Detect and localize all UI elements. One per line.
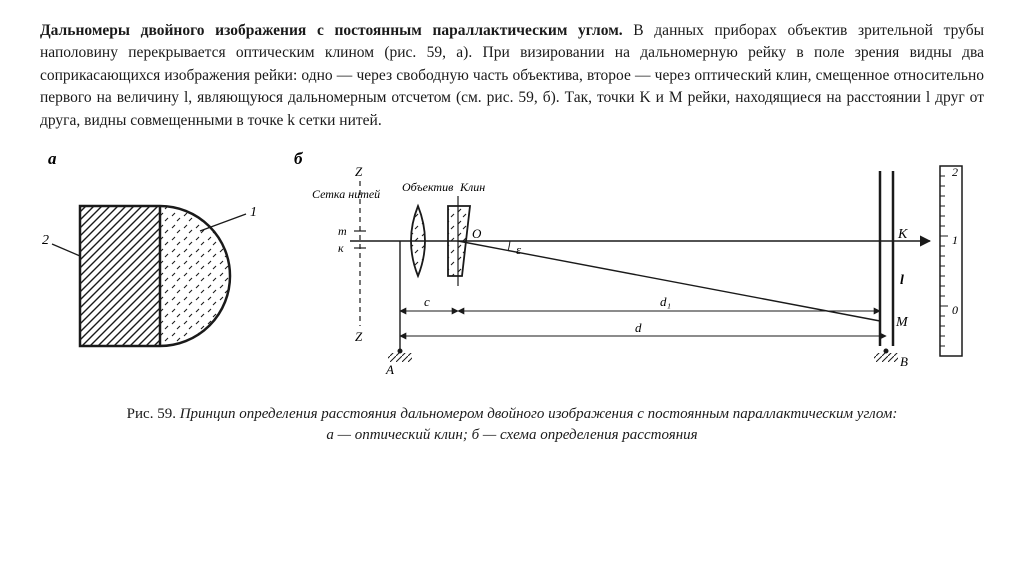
scale-0: 0 <box>952 303 958 317</box>
wedge-label: Клин <box>459 180 485 194</box>
m-label: m <box>338 224 347 238</box>
c-label: с <box>424 294 430 309</box>
reticle-label-1: Сетка нитей <box>312 187 380 201</box>
figure-59: а б 1 2 Z Z Сетка нитей <box>40 146 984 446</box>
eps-label: ε <box>516 242 522 257</box>
part-b: Z Z Сетка нитей m к Объектив Клин O ε <box>312 164 962 377</box>
d1-label: d₁ <box>660 294 671 309</box>
scale-2: 2 <box>952 165 958 179</box>
fig-number: Рис. 59. <box>127 406 176 422</box>
fig-subcaption: а — оптический клин; б — схема определен… <box>326 427 697 443</box>
figure-svg: а б 1 2 Z Z Сетка нитей <box>40 146 984 386</box>
label-1: 1 <box>250 205 257 220</box>
label-2: 2 <box>42 233 49 248</box>
part-a: 1 2 <box>42 205 257 346</box>
B-label: B <box>900 354 908 369</box>
k-label: к <box>338 241 344 255</box>
objective-label: Объектив <box>402 180 453 194</box>
fig-label-b: б <box>294 149 304 168</box>
fig-title: Принцип определения расстояния дальномер… <box>180 406 898 422</box>
scale-ruler: 2 1 0 <box>940 165 962 356</box>
O-label: O <box>472 226 482 241</box>
K-label: K <box>897 227 908 242</box>
M-label: M <box>895 315 909 330</box>
heading-run: Дальномеры двойного изображения с постоя… <box>40 22 623 39</box>
l-label: l <box>900 273 904 288</box>
A-label: A <box>385 362 394 377</box>
figure-caption: Рис. 59. Принцип определения расстояния … <box>40 404 984 446</box>
fig-label-a: а <box>48 149 57 168</box>
d-label: d <box>635 320 642 335</box>
Z-bot: Z <box>355 329 363 344</box>
main-paragraph: Дальномеры двойного изображения с постоя… <box>40 20 984 132</box>
scale-1: 1 <box>952 233 958 247</box>
Z-top: Z <box>355 164 363 179</box>
